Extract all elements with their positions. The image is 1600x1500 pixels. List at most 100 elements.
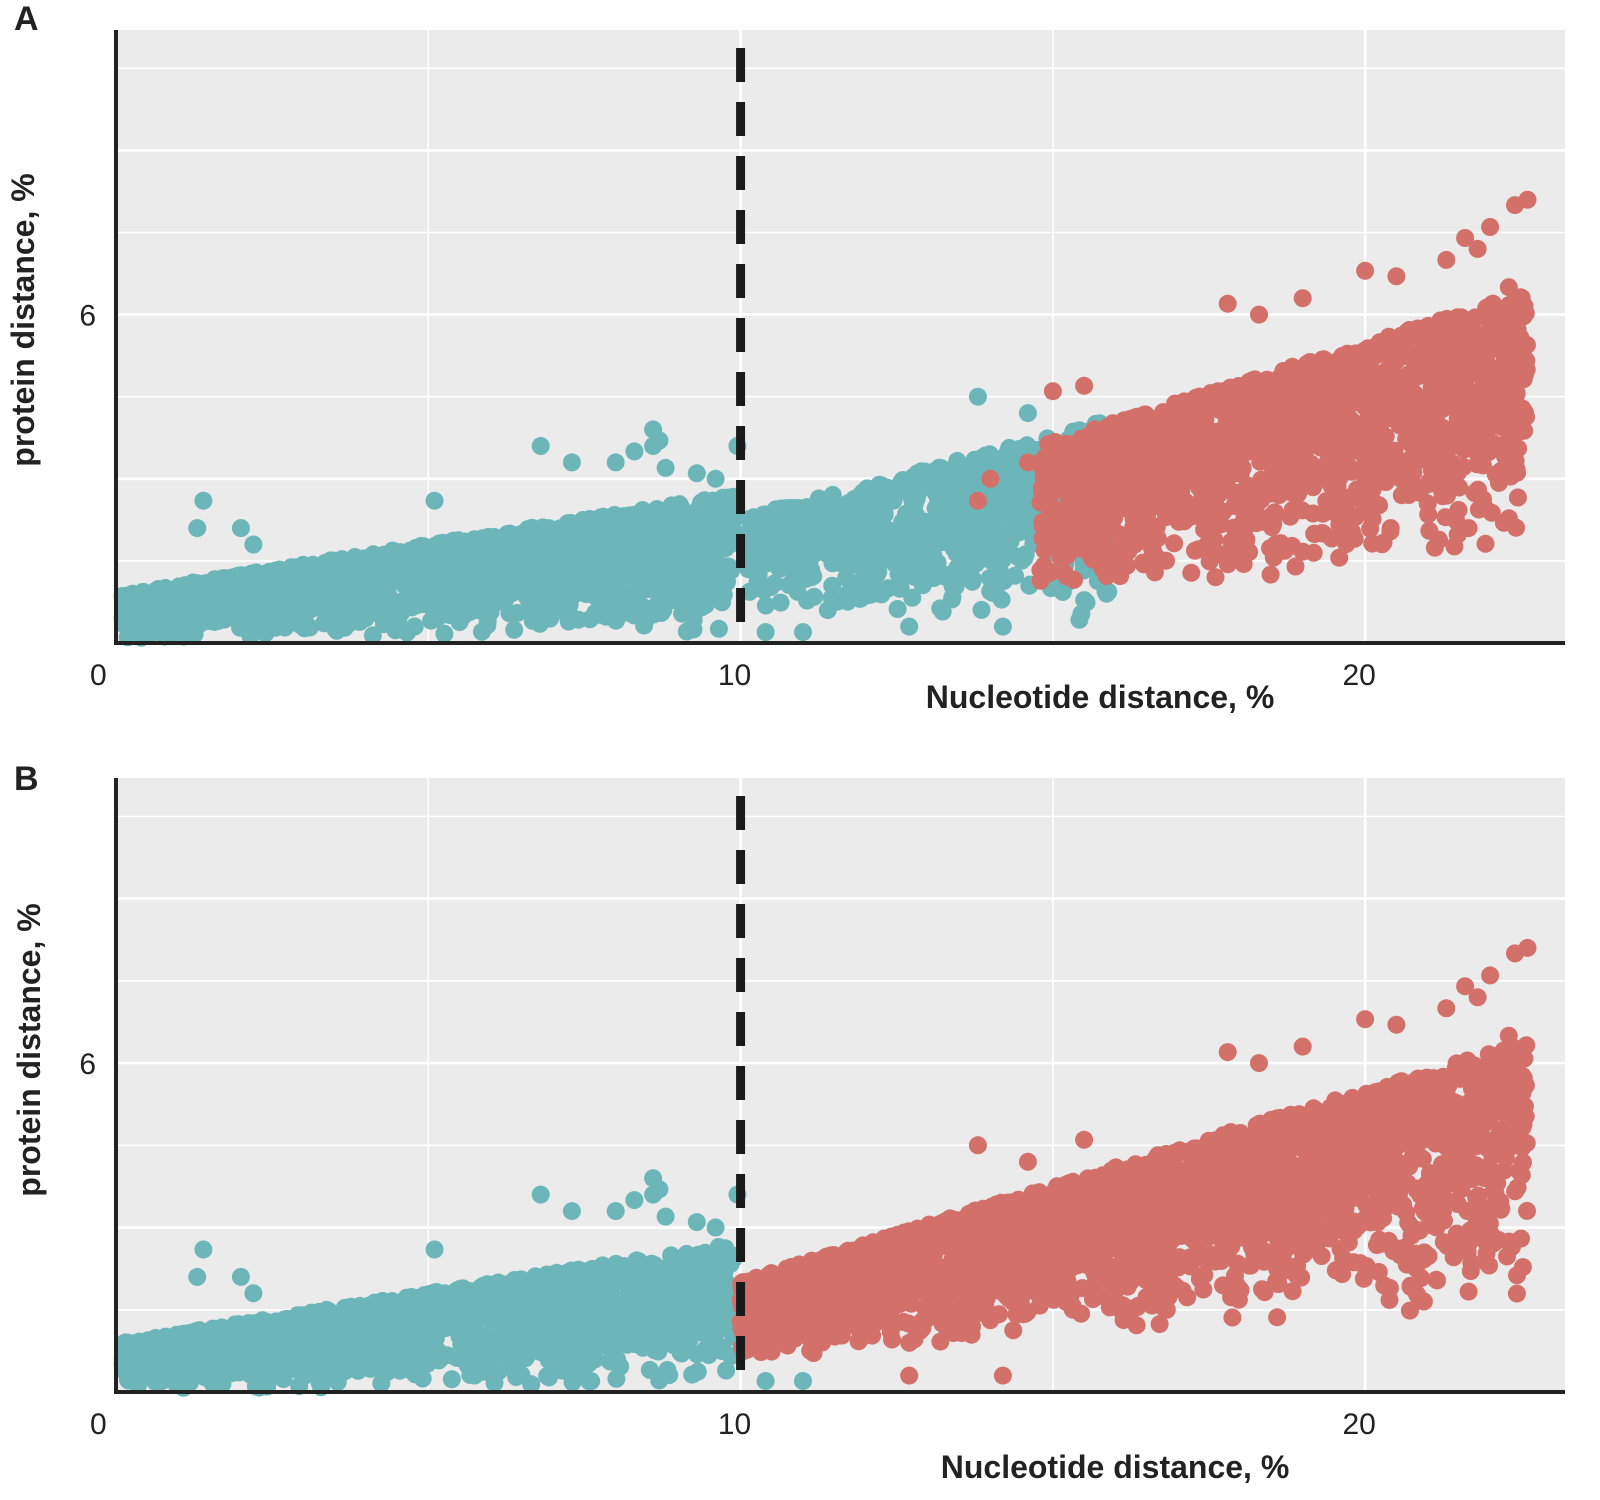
data-point bbox=[184, 573, 203, 592]
data-point bbox=[1000, 460, 1019, 479]
panel-a: 0 10 206 A Nucleotide distance, % protein … bbox=[5, 0, 1565, 715]
data-point bbox=[1516, 403, 1534, 422]
data-point bbox=[706, 469, 725, 488]
data-point bbox=[1315, 439, 1334, 458]
data-point bbox=[823, 544, 842, 563]
data-point bbox=[661, 506, 680, 525]
data-point bbox=[1472, 337, 1491, 356]
data-point bbox=[1499, 430, 1518, 449]
data-point bbox=[903, 473, 922, 492]
data-point bbox=[707, 492, 726, 511]
data-point bbox=[1375, 428, 1394, 447]
data-point bbox=[801, 539, 820, 558]
data-point bbox=[365, 565, 384, 584]
data-point bbox=[481, 603, 500, 622]
data-point bbox=[461, 580, 480, 598]
data-point bbox=[1350, 392, 1369, 411]
data-point bbox=[1107, 430, 1126, 449]
data-point bbox=[196, 605, 215, 624]
data-point bbox=[1189, 540, 1208, 559]
data-point bbox=[118, 592, 137, 610]
x-tick-label: 10 bbox=[718, 659, 751, 692]
data-point bbox=[1481, 218, 1500, 236]
data-point bbox=[294, 569, 313, 588]
data-point bbox=[872, 518, 891, 537]
data-point bbox=[1206, 505, 1225, 524]
data-point bbox=[1227, 403, 1246, 422]
data-point bbox=[955, 470, 974, 489]
data-point bbox=[379, 552, 398, 571]
data-point bbox=[1003, 442, 1022, 461]
data-point bbox=[1314, 524, 1333, 543]
data-point bbox=[1421, 337, 1440, 356]
data-point bbox=[903, 588, 922, 607]
data-point bbox=[1043, 472, 1062, 491]
data-point bbox=[1401, 434, 1420, 453]
data-point bbox=[1133, 458, 1152, 477]
data-point bbox=[1355, 501, 1374, 520]
data-point bbox=[436, 539, 454, 558]
data-point bbox=[511, 525, 530, 544]
data-point bbox=[963, 572, 982, 591]
data-point bbox=[312, 574, 331, 593]
data-point bbox=[1039, 435, 1058, 454]
data-point bbox=[318, 559, 337, 578]
data-point bbox=[1449, 501, 1468, 519]
data-point bbox=[1443, 385, 1462, 403]
data-point bbox=[1154, 412, 1173, 431]
data-point bbox=[1075, 591, 1094, 610]
data-point bbox=[363, 626, 382, 645]
data-point bbox=[1070, 610, 1089, 629]
data-point bbox=[1341, 357, 1360, 376]
data-point bbox=[837, 568, 856, 587]
data-point bbox=[1499, 278, 1518, 297]
data-point bbox=[872, 476, 891, 495]
data-point bbox=[194, 491, 213, 510]
data-point bbox=[1183, 403, 1202, 422]
data-point bbox=[424, 563, 442, 582]
data-point bbox=[838, 584, 857, 603]
data-point bbox=[1330, 548, 1349, 567]
data-point bbox=[1275, 440, 1294, 459]
data-point bbox=[992, 590, 1011, 609]
data-point bbox=[292, 608, 311, 627]
data-point bbox=[598, 528, 617, 547]
data-point bbox=[905, 534, 924, 553]
data-point bbox=[706, 519, 725, 538]
data-point bbox=[1496, 344, 1515, 363]
data-point bbox=[835, 528, 854, 547]
data-point bbox=[780, 529, 799, 548]
y-tick-label: 6 bbox=[79, 300, 96, 333]
data-point bbox=[1129, 526, 1148, 545]
data-point bbox=[1518, 190, 1537, 209]
data-point bbox=[1234, 555, 1253, 573]
data-point bbox=[544, 604, 563, 622]
data-point bbox=[1419, 505, 1438, 524]
data-point bbox=[591, 597, 609, 616]
data-point bbox=[1445, 419, 1463, 438]
data-point bbox=[1425, 447, 1444, 466]
data-point bbox=[1218, 555, 1237, 574]
data-point bbox=[594, 581, 613, 600]
data-point bbox=[1229, 377, 1248, 395]
panel-a-letter: A bbox=[14, 0, 39, 38]
data-point bbox=[256, 624, 275, 643]
data-point bbox=[1138, 410, 1157, 429]
data-point bbox=[1408, 319, 1427, 338]
data-point bbox=[141, 625, 160, 643]
data-point bbox=[993, 617, 1012, 636]
data-point bbox=[545, 582, 564, 601]
data-point bbox=[972, 600, 991, 619]
data-point bbox=[1255, 437, 1274, 456]
data-point bbox=[1363, 534, 1382, 553]
data-point bbox=[933, 602, 952, 621]
data-point bbox=[1304, 543, 1323, 562]
data-point bbox=[644, 420, 663, 439]
data-point bbox=[286, 589, 305, 608]
data-point bbox=[1188, 505, 1207, 524]
data-point bbox=[633, 597, 652, 616]
data-point bbox=[1468, 239, 1487, 258]
data-point bbox=[797, 569, 816, 588]
data-point bbox=[756, 623, 775, 642]
data-point bbox=[1427, 411, 1446, 430]
